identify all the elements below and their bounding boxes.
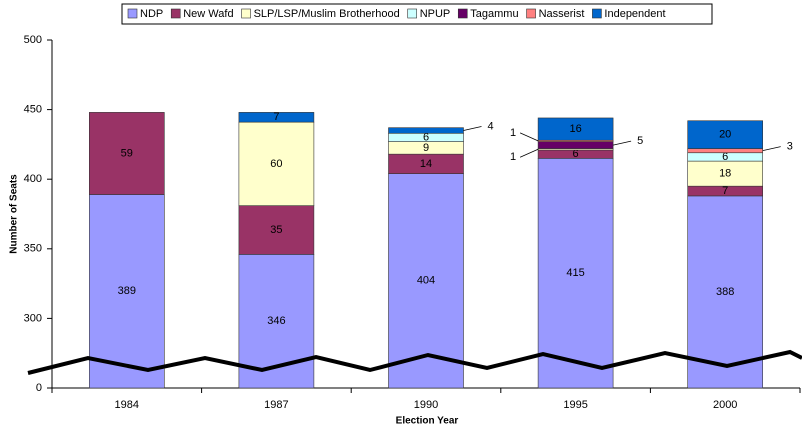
value-label: 59 [121,147,133,159]
value-label: 16 [569,123,581,135]
bar-segment [388,127,464,134]
y-tick-label: 0 [36,382,42,394]
bar-segment [89,194,165,389]
legend-swatch [127,8,138,19]
legend-label: Nasserist [539,8,585,20]
bar-segment [89,112,165,195]
bar-segment [238,205,315,255]
value-label: 4 [488,120,494,132]
x-tick-label: 2000 [713,399,737,411]
axis-break [27,349,802,375]
x-tick-label: 1987 [264,399,288,411]
value-label: 5 [637,135,643,147]
x-axis-title: Election Year [396,416,459,427]
y-tick-label: 300 [24,312,42,324]
value-label: 18 [719,168,731,180]
bar-segment [388,173,464,389]
value-label: 415 [566,267,584,279]
value-label: 1 [510,127,516,139]
value-label: 20 [719,129,731,141]
bar-segment [238,112,315,123]
legend-label: Tagammu [470,8,518,20]
value-label: 60 [270,158,282,170]
value-label: 404 [417,275,435,287]
value-label: 14 [420,158,432,170]
bar-segment [687,120,764,149]
y-axis-title: Number of Seats [9,174,20,254]
bar-segment [687,148,764,154]
leader-line [762,146,781,152]
bar-segment [687,160,764,187]
value-label: 1 [510,151,516,163]
leader-line [613,140,632,146]
value-label: 3 [787,141,793,153]
legend-swatch [592,8,602,19]
legend-label: NDP [140,8,163,20]
bar-segment [238,121,315,206]
legend-label: Independent [604,8,665,20]
legend-swatch [407,8,418,19]
legend-swatch [241,8,251,19]
bar-segment [537,117,614,141]
legend-swatch [170,8,181,19]
x-tick-label: 1984 [115,399,139,411]
value-label: 35 [270,224,282,236]
value-label: 6 [573,148,579,160]
x-tick-label: 1990 [414,399,438,411]
y-tick-label: 400 [24,173,42,185]
y-tick-label: 500 [24,34,42,46]
legend-swatch [457,8,468,19]
bar-segment [537,158,614,389]
value-label: 389 [118,285,136,297]
bar-segment [537,141,614,149]
y-tick-label: 450 [24,104,42,116]
leader-line [519,132,539,142]
value-label: 346 [267,315,285,327]
leader-line [519,148,539,158]
legend-swatch [526,8,536,19]
y-tick-label: 350 [24,243,42,255]
leader-line [463,126,482,131]
value-label: 388 [716,286,734,298]
value-label: 9 [423,142,429,154]
value-label: 6 [722,151,728,163]
bar-segment [687,195,764,389]
legend: NDP New Wafd SLP/LSP/Muslim Brotherhood NPU… [127,8,666,20]
value-label: 6 [423,131,429,143]
x-tick-label: 1995 [563,399,587,411]
legend-label: NPUP [420,8,451,20]
plot: 0300350400450500198438959198734635607199… [24,34,801,411]
legend-label: New Wafd [183,8,233,20]
value-label: 7 [273,111,279,123]
legend-label: SLP/LSP/Muslim Brotherhood [254,8,400,20]
value-label: 7 [722,185,728,197]
